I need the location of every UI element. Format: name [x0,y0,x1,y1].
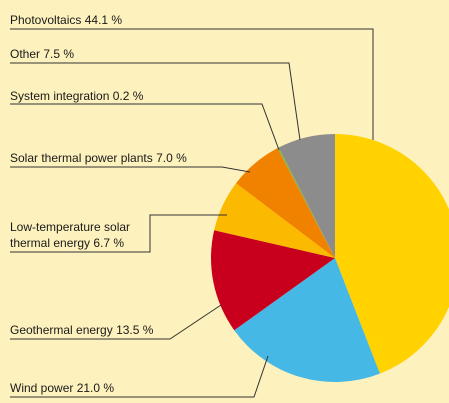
value-label: 13.5 % [116,323,154,337]
category-name: Geothermal energy [10,323,113,337]
category-name: Other [10,47,41,61]
category-name: Solar thermal power plants [10,151,153,165]
leader-line [10,62,301,141]
pie-slice [211,230,335,331]
slice-label: System integration 0.2 % [10,88,310,104]
value-label: 21.0 % [76,381,115,395]
leader-line [10,355,269,398]
pie-slice [277,147,335,258]
leader-line [10,103,280,151]
slice-label: Solar thermal power plants 7.0 % [10,150,310,166]
leader-line [10,28,374,140]
category-name: Wind power [10,381,74,395]
value-label: 7.5 % [43,47,75,61]
value-label: 0.2 % [112,89,144,103]
value-label: 7.0 % [156,151,187,165]
slice-label: Other 7.5 % [10,46,310,62]
pie-slice [236,148,335,258]
slice-label: Photovoltaics 44.1 % [10,12,310,28]
category-name: Low-temperature solar thermal energy [10,220,131,250]
leader-line [10,166,251,173]
pie-slice [214,183,335,258]
category-name: System integration [10,89,110,103]
leader-line [10,214,227,253]
slice-label: Geothermal energy 13.5 % [10,322,310,338]
category-name: Photovoltaics [10,13,82,27]
slice-label: Wind power 21.0 % [10,380,310,396]
pie-slice [278,134,335,258]
slice-label: Low-temperature solar thermal energy 6.7… [10,219,160,251]
value-label: 44.1 % [84,13,123,27]
pie-slice [234,258,380,382]
leader-line [10,304,222,340]
pie-slice [335,134,449,374]
value-label: 6.7 % [93,236,125,250]
